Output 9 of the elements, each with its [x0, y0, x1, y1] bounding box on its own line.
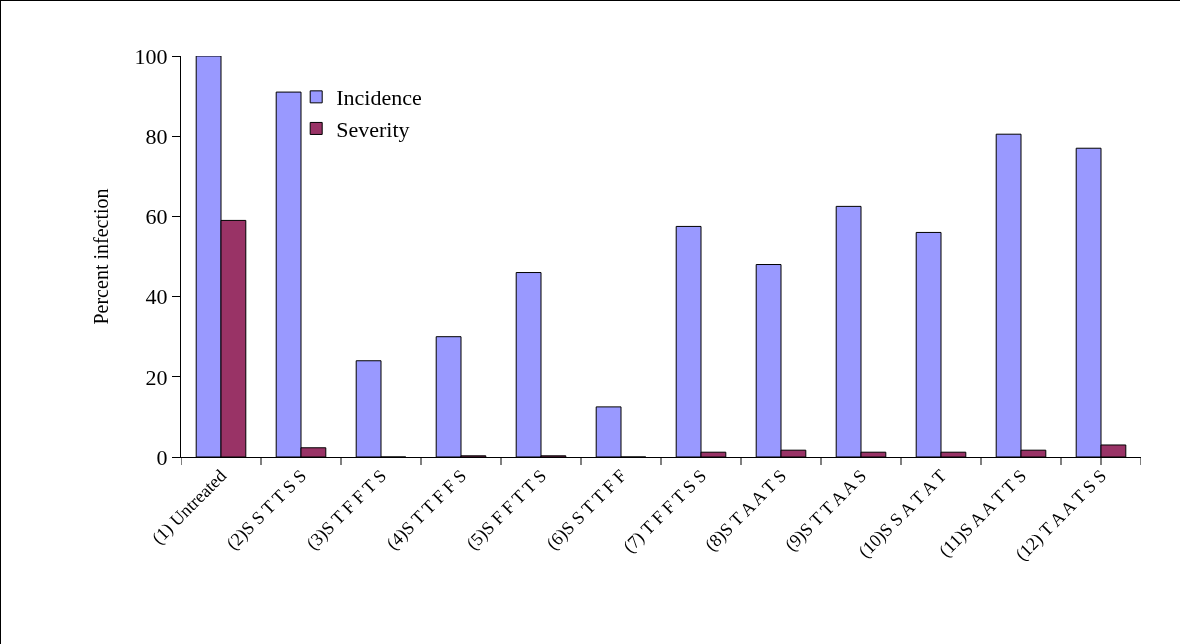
y-tick-label: 60: [145, 204, 168, 230]
y-tick-label: 40: [145, 284, 168, 310]
y-tick-label: 0: [156, 444, 168, 470]
y-axis-title: Percent infection: [90, 188, 113, 325]
y-tick-label: 100: [134, 43, 168, 69]
legend-label: Severity: [336, 117, 410, 143]
y-tick-label: 20: [145, 364, 168, 390]
legend-label: Incidence: [336, 85, 422, 111]
y-tick-label: 80: [145, 123, 168, 149]
